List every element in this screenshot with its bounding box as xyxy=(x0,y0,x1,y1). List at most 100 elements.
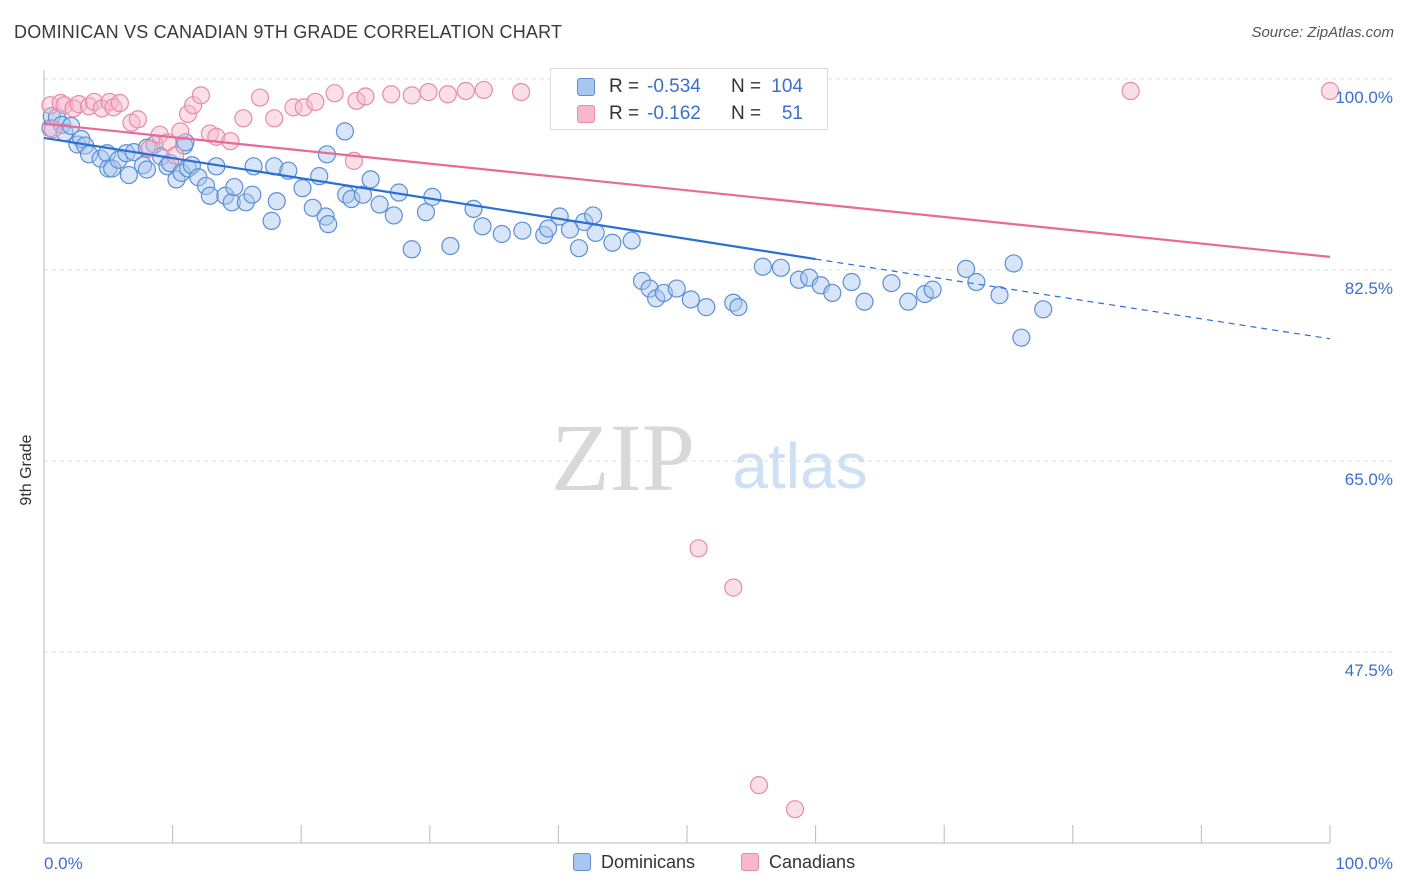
legend-swatch-canadians xyxy=(577,105,595,123)
canadians-trend-line xyxy=(43,122,1331,258)
legend-row-dominicans: R = -0.534 N = 104 xyxy=(551,73,827,99)
dominican-point xyxy=(492,224,511,244)
dominican-point xyxy=(464,199,483,218)
dominican-point xyxy=(384,206,403,225)
canadian-point xyxy=(325,84,344,103)
y-tick-label: 65.0% xyxy=(1345,470,1393,489)
dominican-point xyxy=(632,271,652,291)
canadian-point xyxy=(402,86,421,105)
canadian-point xyxy=(250,88,270,107)
dominican-point xyxy=(303,198,322,217)
dominican-point xyxy=(319,215,338,234)
dominican-point xyxy=(771,258,790,277)
canadian-point xyxy=(128,110,147,129)
dominican-point xyxy=(267,192,286,211)
dominican-point xyxy=(196,176,216,196)
canadian-point xyxy=(166,146,185,165)
dominican-point xyxy=(855,292,874,311)
canadian-point xyxy=(1121,81,1140,101)
canadian-point xyxy=(512,82,531,102)
dominican-point xyxy=(222,193,241,212)
dominican-point xyxy=(335,122,355,141)
dominicans-trend-extension xyxy=(815,258,1331,340)
dominicans-points xyxy=(41,107,1053,347)
tick-labels: 100.0% 82.5% 65.0% 47.5% 0.0% 100.0% xyxy=(44,88,1393,873)
canadian-point xyxy=(221,132,240,151)
dominican-point xyxy=(353,185,373,204)
legend-n-label: N = xyxy=(731,103,762,124)
dominican-point xyxy=(753,257,772,276)
canadian-point xyxy=(419,82,438,102)
dominican-point xyxy=(569,239,589,258)
x-tick-label: 0.0% xyxy=(44,854,83,873)
dominican-point xyxy=(370,195,389,214)
dominican-point xyxy=(513,221,532,240)
bottom-legend-canadians: Canadians xyxy=(741,852,855,873)
canadian-point xyxy=(438,85,457,104)
canadian-point xyxy=(356,87,375,106)
canadian-point xyxy=(1320,81,1340,101)
dominican-point xyxy=(990,286,1009,305)
dominican-point xyxy=(473,217,492,236)
canadian-point xyxy=(284,98,303,117)
legend-swatch-dominicans xyxy=(577,78,595,96)
dominican-point xyxy=(842,272,861,292)
dominican-point xyxy=(402,240,421,259)
dominican-point xyxy=(236,193,256,212)
canadian-point xyxy=(234,109,253,128)
canadian-point xyxy=(294,98,313,117)
dominican-point xyxy=(1004,254,1023,273)
dominican-point xyxy=(967,272,986,292)
dominican-point xyxy=(119,165,138,185)
y-tick-label: 82.5% xyxy=(1345,279,1393,298)
dominican-point xyxy=(225,177,244,197)
canadian-point xyxy=(265,109,284,128)
dominican-point xyxy=(603,233,622,252)
dominican-point xyxy=(586,223,605,242)
dominican-point xyxy=(293,179,312,198)
dominican-point xyxy=(416,203,436,222)
x-tick-label: 100.0% xyxy=(1335,854,1393,873)
dominican-point xyxy=(697,298,716,317)
canadian-point xyxy=(382,85,401,104)
axes xyxy=(43,70,1331,844)
watermark-zip: ZIP xyxy=(551,404,695,511)
trend-lines xyxy=(43,122,1331,340)
dominican-point xyxy=(262,211,281,230)
canadian-point xyxy=(474,80,493,100)
watermark: ZIP atlas xyxy=(551,404,868,511)
dominican-point xyxy=(882,273,901,293)
legend-n-label: N = xyxy=(731,76,762,97)
dominican-point xyxy=(200,186,219,205)
source-note: Source: ZipAtlas.com xyxy=(1251,24,1394,41)
legend: R = -0.534 N = 104 R = -0.162 N = 51 xyxy=(550,68,828,130)
dominican-point xyxy=(622,231,641,250)
bottom-legend-dominicans: Dominicans xyxy=(573,852,695,873)
dominican-point xyxy=(361,170,380,189)
watermark-atlas: atlas xyxy=(732,430,867,502)
canadian-point xyxy=(110,93,129,113)
dominican-point xyxy=(441,236,460,256)
canadian-point xyxy=(749,776,769,795)
bottom-legend-swatch-dominicans xyxy=(573,853,591,871)
dominican-point xyxy=(137,160,156,179)
dominican-point xyxy=(899,292,918,311)
bottom-legend-label-dominicans: Dominicans xyxy=(601,852,696,872)
legend-r-value: -0.534 xyxy=(647,76,701,97)
dominican-point xyxy=(640,279,659,298)
dominican-point xyxy=(1012,328,1031,347)
dominican-point xyxy=(923,280,942,299)
dominicans-trend-line xyxy=(43,136,816,261)
legend-row-canadians: R = -0.162 N = 51 xyxy=(551,100,827,126)
canadian-point xyxy=(306,92,325,112)
chart-title: DOMINICAN VS CANADIAN 9TH GRADE CORRELAT… xyxy=(14,22,563,42)
canadian-point xyxy=(178,104,198,124)
dominican-point xyxy=(956,259,976,279)
dominican-point xyxy=(823,283,842,303)
dominican-point xyxy=(729,298,748,317)
y-tick-label: 100.0% xyxy=(1335,88,1393,107)
dominican-point xyxy=(1034,300,1053,319)
canadian-point xyxy=(689,539,708,558)
canadian-point xyxy=(785,800,805,819)
bottom-legend-label-canadians: Canadians xyxy=(769,852,856,872)
